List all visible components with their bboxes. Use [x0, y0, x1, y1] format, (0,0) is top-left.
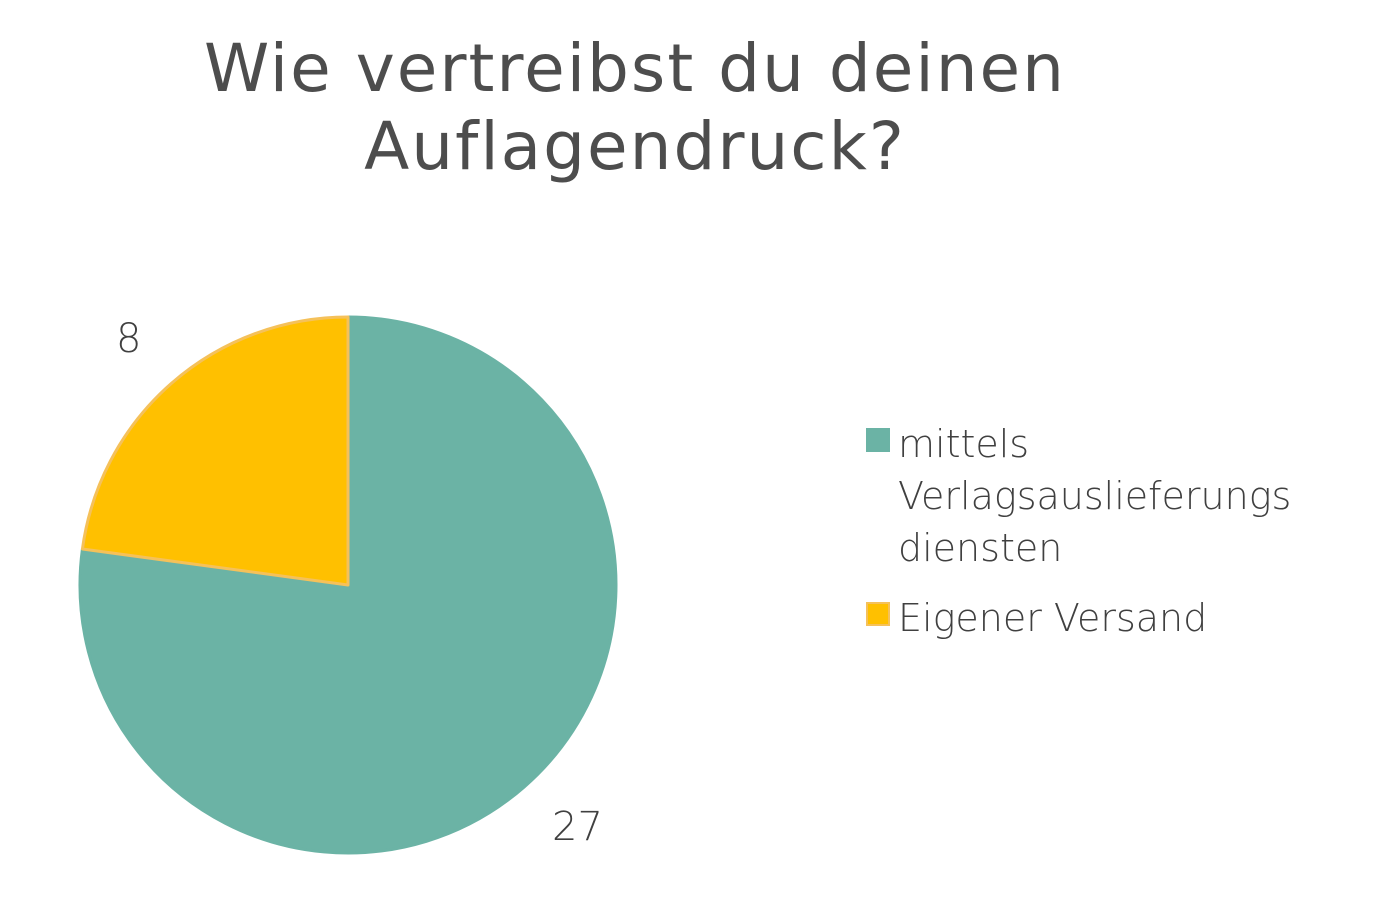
legend-label-line: Verlagsauslieferungs — [898, 474, 1292, 518]
data-label-eigener-versand: 8 — [116, 316, 142, 362]
legend-label-line: diensten — [898, 526, 1063, 570]
legend-swatch-yellow — [866, 602, 890, 626]
legend-label: Eigener Versand — [898, 592, 1358, 644]
pie-slice-eigener-versand — [80, 315, 350, 587]
chart-title-line-2: Auflagendruck? — [364, 108, 906, 185]
chart-title-line-1: Wie vertreibst du deinen — [204, 30, 1066, 107]
legend-label: mittels Verlagsauslieferungs diensten — [898, 418, 1358, 574]
legend-label-line: mittels — [898, 422, 1030, 466]
legend-swatch-teal — [866, 428, 890, 452]
legend: mittels Verlagsauslieferungs diensten Ei… — [866, 418, 1366, 662]
data-label-mittels-verlagsauslieferungsdiensten: 27 — [552, 804, 603, 850]
legend-item-eigener-versand: Eigener Versand — [866, 592, 1366, 644]
chart-title: Wie vertreibst du deinen Auflagendruck? — [0, 30, 1270, 186]
legend-item-mittels-verlagsauslieferungsdiensten: mittels Verlagsauslieferungs diensten — [866, 418, 1366, 574]
legend-label-line: Eigener Versand — [898, 596, 1208, 640]
pie-slices — [78, 315, 618, 855]
